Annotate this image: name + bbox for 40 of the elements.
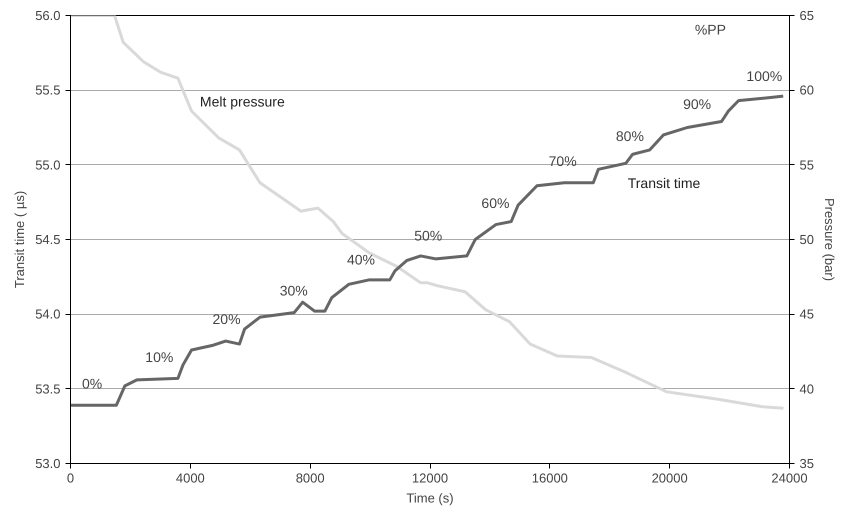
annotation: 60% — [481, 194, 510, 211]
y-tick-label: 56.0 — [35, 8, 61, 23]
y-tick-label: 54.5 — [35, 232, 61, 247]
y2-tick-label: 40 — [800, 381, 814, 396]
y-tick-label: 55.0 — [35, 157, 61, 172]
annotation: 0% — [82, 375, 102, 392]
annotation: 10% — [145, 349, 174, 366]
y2-tick-label: 55 — [800, 157, 814, 172]
x-tick-label: 4000 — [176, 470, 205, 486]
x-axis-title: Time (s) — [406, 490, 454, 506]
series-label: Melt pressure — [200, 93, 285, 110]
series-label: Transit time — [628, 174, 701, 191]
annotation: 50% — [414, 227, 442, 244]
y2-tick-label: 65 — [800, 8, 814, 23]
x-tick-label: 24000 — [771, 470, 808, 486]
x-tick-label: 16000 — [532, 470, 568, 486]
y2-tick-label: 45 — [800, 306, 814, 322]
annotation: 80% — [616, 128, 644, 144]
x-tick-label: 0 — [66, 470, 74, 486]
x-tick-label: 12000 — [412, 470, 448, 486]
annotation: 40% — [346, 252, 375, 268]
annotation: 70% — [548, 152, 577, 169]
annotation: 90% — [683, 96, 712, 112]
x-tick-label: 20000 — [652, 470, 688, 486]
y-tick-label: 53.0 — [35, 456, 61, 471]
y-axis-title: Transit time ( µs) — [12, 190, 28, 288]
y-tick-label: 53.5 — [35, 381, 61, 396]
annotation: 20% — [212, 311, 241, 328]
y2-tick-label: 60 — [800, 82, 814, 98]
line-series — [70, 94, 785, 407]
y-tick-label: 55.5 — [35, 82, 61, 98]
y2-tick-label: 50 — [800, 232, 814, 247]
y2-tick-label: 35 — [800, 456, 814, 471]
line-series — [70, 16, 786, 410]
y2-axis-title: Pressure (bar) — [822, 198, 837, 282]
annotation: 100% — [746, 68, 782, 84]
y-tick-label: 54.0 — [35, 306, 61, 322]
annotation: %PP — [694, 22, 726, 38]
annotation: 30% — [280, 282, 308, 299]
x-tick-label: 8000 — [296, 470, 325, 486]
